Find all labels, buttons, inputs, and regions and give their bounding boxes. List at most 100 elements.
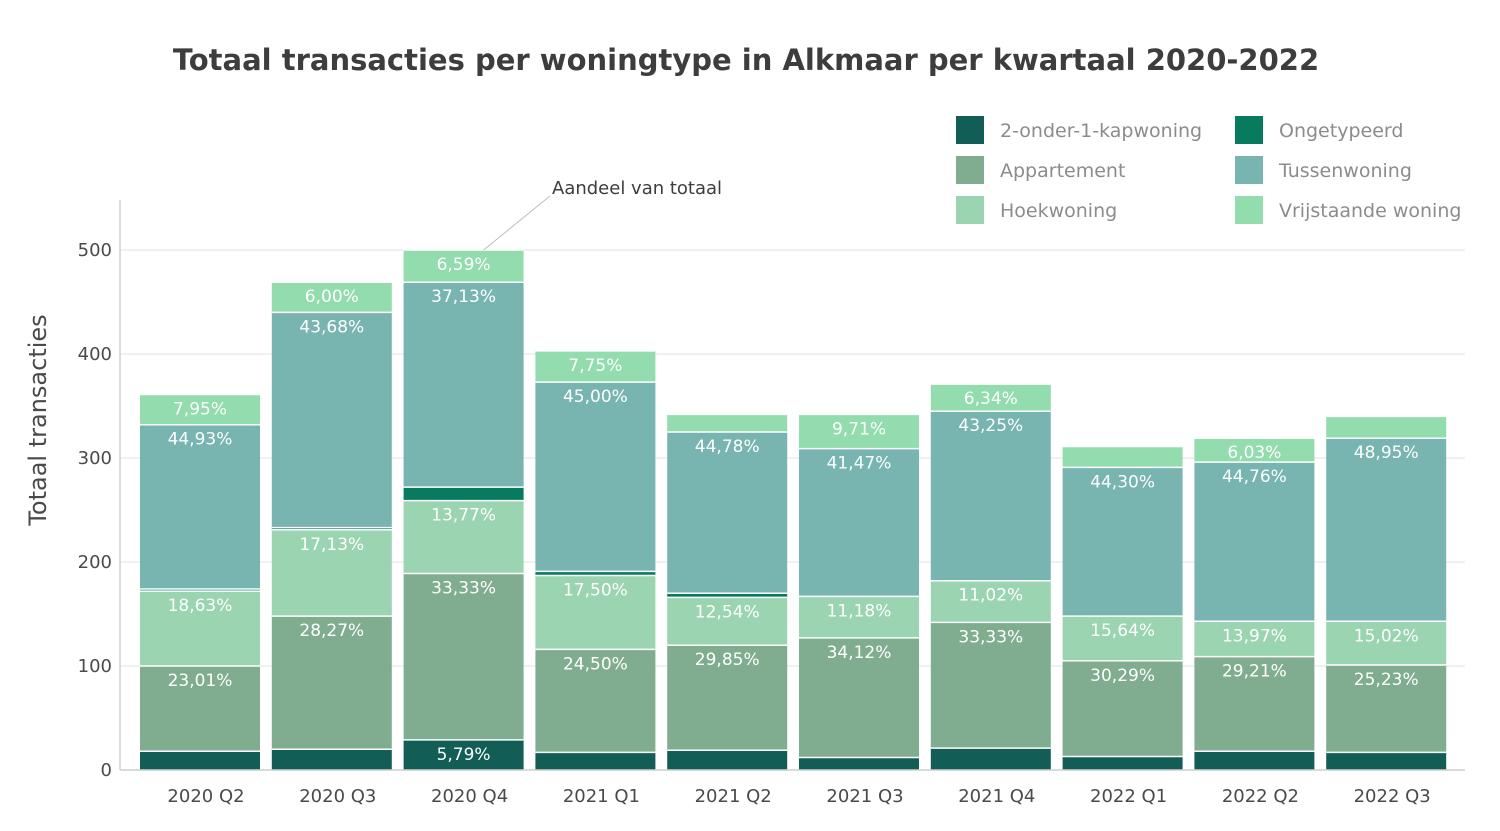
data-label: 25,23%	[1354, 670, 1419, 690]
x-tick-label: 2022 Q3	[1354, 786, 1431, 807]
legend-label: Tussenwoning	[1278, 160, 1412, 182]
bar-segment	[930, 384, 1051, 412]
x-tick-label: 2020 Q2	[167, 786, 244, 807]
data-label: 9,71%	[832, 419, 886, 439]
x-axis-ticks: 2020 Q2 2020 Q3 2020 Q4 2021 Q1 2021 Q2 2021 …	[167, 786, 1430, 807]
data-label: 41,47%	[827, 454, 892, 474]
bar-segment	[799, 414, 919, 449]
bar-segment	[930, 748, 1051, 770]
x-tick-label: 2021 Q4	[958, 786, 1035, 807]
bar-segment	[271, 616, 392, 750]
bar-segment	[930, 411, 1051, 581]
x-tick-label: 2022 Q2	[1222, 786, 1299, 807]
bar-stack: 29,21% 13,97% 44,76% 6,03%	[1194, 437, 1315, 770]
data-label: 6,00%	[305, 287, 359, 307]
bar-segment	[535, 571, 656, 576]
data-label: 5,79%	[437, 745, 491, 765]
legend-swatch	[956, 116, 984, 144]
data-label: 33,33%	[431, 578, 496, 598]
axes	[119, 200, 1465, 771]
data-label: 24,50%	[563, 654, 628, 674]
data-label: 33,33%	[958, 627, 1023, 647]
data-label: 43,25%	[958, 416, 1023, 436]
data-label: 44,76%	[1222, 467, 1287, 487]
bars: 23,01% 18,63% 44,93% 7,95% 28,27% 17,13% 43,68…	[140, 249, 1447, 770]
bar-segment	[140, 591, 260, 666]
chart-title: Totaal transacties per woningtype in Alk…	[173, 43, 1319, 77]
bar-stack: 33,33% 11,02% 43,25% 6,34%	[930, 383, 1051, 770]
bar-segment	[799, 448, 919, 597]
data-label: 34,12%	[827, 643, 892, 663]
bar-stack: 24,50% 17,50% 45,00% 7,75%	[535, 350, 656, 770]
legend-swatch	[1235, 196, 1263, 224]
y-tick-label: 500	[78, 240, 112, 261]
bar-segment	[1062, 446, 1183, 468]
legend-swatch	[1235, 116, 1263, 144]
bar-segment	[1326, 621, 1447, 665]
annotation-label: Aandeel van totaal	[552, 178, 722, 199]
legend-swatch	[1235, 156, 1263, 184]
bar-segment	[1062, 467, 1183, 617]
bar-stack: 28,27% 17,13% 43,68% 6,00%	[271, 281, 392, 770]
bar-segment	[1326, 752, 1447, 770]
data-label: 13,97%	[1222, 626, 1287, 646]
data-label: 15,64%	[1090, 621, 1155, 641]
data-label: 48,95%	[1354, 443, 1419, 463]
bar-stack: 29,85% 12,54% 44,78%	[667, 413, 788, 770]
bar-segment	[271, 312, 392, 528]
legend-label: Hoekwoning	[1000, 200, 1117, 222]
data-label: 44,78%	[695, 437, 760, 457]
data-label: 17,13%	[299, 535, 364, 555]
data-label: 23,01%	[168, 671, 233, 691]
bar-segment	[140, 394, 260, 425]
bar-segment	[667, 593, 788, 598]
bar-segment	[1194, 462, 1315, 622]
bar-segment	[140, 751, 260, 770]
bar-segment	[535, 649, 656, 753]
y-axis-ticks: 0 100 200 300 400 500	[78, 240, 112, 781]
bar-segment	[667, 645, 788, 751]
bar-segment	[535, 350, 656, 383]
data-label: 6,34%	[964, 389, 1018, 409]
x-tick-label: 2022 Q1	[1090, 786, 1167, 807]
data-label: 30,29%	[1090, 666, 1155, 686]
bar-segment	[403, 282, 524, 488]
bar-segment	[667, 432, 788, 594]
x-tick-label: 2021 Q1	[563, 786, 640, 807]
legend: 2-onder-1-kapwoning Ongetypeerd Appartemen…	[956, 116, 1461, 224]
bar-stack: 23,01% 18,63% 44,93% 7,95%	[140, 393, 260, 770]
bar-segment	[140, 424, 260, 590]
x-tick-label: 2020 Q4	[431, 786, 508, 807]
data-label: 7,95%	[173, 400, 227, 420]
data-label: 6,03%	[1227, 443, 1281, 463]
x-tick-label: 2021 Q2	[695, 786, 772, 807]
annotation: Aandeel van totaal	[483, 178, 722, 251]
data-label: 29,21%	[1222, 662, 1287, 682]
bar-segment	[1194, 656, 1315, 752]
bar-segment	[1326, 664, 1447, 753]
bar-segment	[535, 382, 656, 572]
bar-segment	[1062, 756, 1183, 770]
data-label: 29,85%	[695, 650, 760, 670]
bar-segment	[271, 282, 392, 313]
bar-segment	[403, 573, 524, 740]
bar-segment	[403, 487, 524, 501]
bar-segment	[667, 597, 788, 646]
x-tick-label: 2021 Q3	[826, 786, 903, 807]
bar-segment	[1062, 616, 1183, 661]
bar-segment	[1194, 751, 1315, 770]
bar-segment	[403, 500, 524, 574]
legend-label: 2-onder-1-kapwoning	[1000, 120, 1202, 142]
bar-stack: 34,12% 11,18% 41,47% 9,71%	[799, 413, 919, 770]
bar-segment	[930, 580, 1051, 623]
bar-segment	[1326, 438, 1447, 622]
data-label: 17,50%	[563, 581, 628, 601]
bar-segment	[799, 596, 919, 638]
bar-segment	[799, 637, 919, 758]
y-tick-label: 0	[101, 760, 112, 781]
bar-stack: 25,23% 15,02% 48,95%	[1326, 415, 1447, 770]
legend-label: Ongetypeerd	[1279, 120, 1403, 142]
bar-segment	[799, 757, 919, 770]
bar-segment	[140, 589, 260, 592]
bar-segment	[1326, 416, 1447, 439]
